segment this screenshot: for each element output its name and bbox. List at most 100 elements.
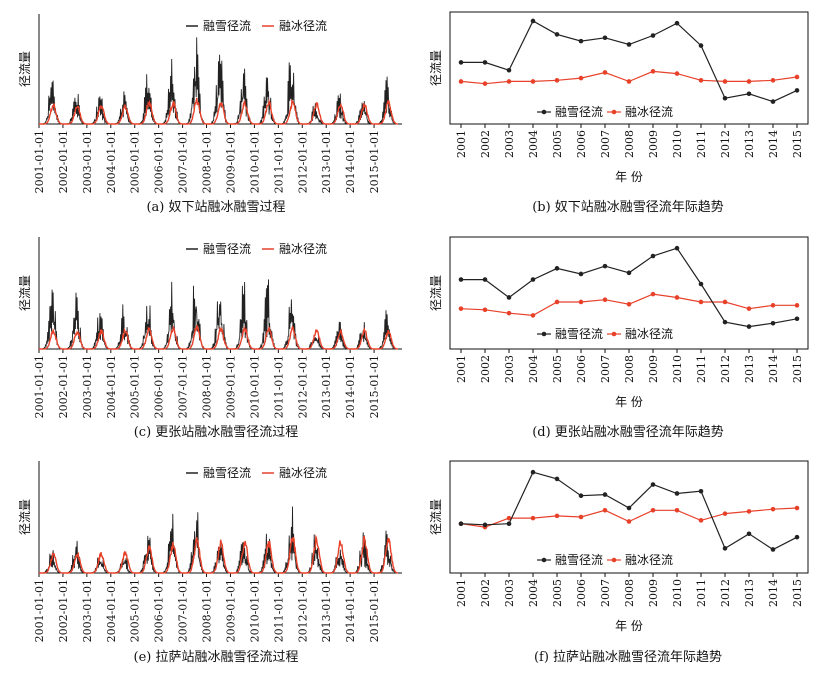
snowmelt-point <box>794 316 800 322</box>
x-tick-label: 2013 <box>743 130 756 158</box>
snowmelt-point <box>722 95 728 101</box>
icemelt-point <box>554 513 560 519</box>
icemelt-point <box>554 299 560 305</box>
x-tick-label: 2015 <box>791 579 804 607</box>
legend-snow-marker <box>541 331 547 337</box>
icemelt-point <box>482 307 488 313</box>
x-tick-label: 2006-01-01 <box>153 579 166 642</box>
x-tick-label: 2002 <box>479 579 492 607</box>
x-tick-label: 2009-01-01 <box>224 355 237 418</box>
icemelt-point <box>506 310 512 316</box>
snowmelt-point <box>770 99 776 104</box>
snowmelt-point <box>698 488 704 494</box>
icemelt-point <box>602 70 608 75</box>
caption-d: (d) 更张站融冰融雪径流年际趋势 <box>532 424 724 440</box>
x-tick-label: 2015-01-01 <box>368 355 381 418</box>
snowmelt-point <box>722 319 728 325</box>
x-tick-label: 2011-01-01 <box>272 355 285 418</box>
snowmelt-point <box>530 469 536 475</box>
x-tick-label: 2004-01-01 <box>105 355 118 418</box>
icemelt-point <box>770 303 776 308</box>
snowmelt-point <box>650 482 656 487</box>
x-tick-label: 2006 <box>575 130 588 158</box>
x-tick-label: 2014-01-01 <box>344 355 357 418</box>
x-tick-label: 2007-01-01 <box>177 355 190 418</box>
x-tick-label: 2001-01-01 <box>33 579 46 642</box>
process-panel-a: 径流量 2001-01-01 2002-01-01 2003-01-01 2004-01… <box>18 14 402 193</box>
snowmelt-line <box>461 247 798 328</box>
x-axis-label: 年 份 <box>615 619 643 633</box>
caption-f: (f) 拉萨站融冰融雪径流年际趋势 <box>534 649 722 665</box>
snowmelt-point <box>674 20 680 26</box>
snowmelt-point <box>650 253 656 259</box>
snowmelt-point <box>530 18 536 24</box>
y-axis-label: 径流量 <box>429 499 443 535</box>
x-tick-label: 2010-01-01 <box>248 579 261 642</box>
icemelt-point <box>698 78 704 83</box>
x-tick-label: 2009-01-01 <box>224 579 237 642</box>
icemelt-point <box>530 313 536 318</box>
x-tick-label: 2008-01-01 <box>201 579 214 642</box>
legend-ice-label: 融冰径流 <box>625 327 673 341</box>
snowmelt-point <box>746 91 752 97</box>
x-tick-label: 2009 <box>647 130 660 158</box>
icemelt-point <box>578 75 584 81</box>
icemelt-point <box>722 511 728 516</box>
x-tick-label: 2005-01-01 <box>129 130 142 193</box>
icemelt-point <box>650 507 656 513</box>
snowmelt-point <box>698 281 704 287</box>
x-tick-label: 2001 <box>455 130 468 158</box>
snowmelt-point <box>482 277 488 282</box>
snowmelt-point <box>458 277 464 282</box>
x-tick-label: 2007-01-01 <box>177 130 190 193</box>
icemelt-point <box>746 509 752 514</box>
x-tick-label: 2006-01-01 <box>153 130 166 193</box>
caption-e: (e) 拉萨站融冰融雪径流过程 <box>134 650 299 665</box>
x-tick-label: 2008 <box>623 579 636 607</box>
snowmelt-point <box>746 531 752 537</box>
snowmelt-line <box>460 471 798 551</box>
x-tick-label: 2012-01-01 <box>296 355 309 418</box>
snowmelt-point <box>602 263 608 269</box>
icemelt-point <box>530 515 536 521</box>
legend-ice-label: 融冰径流 <box>279 466 327 480</box>
icemelt-point <box>602 507 608 513</box>
legend-snow-marker <box>541 109 547 115</box>
x-tick-label: 2003 <box>503 579 516 607</box>
snowmelt-point <box>506 521 512 527</box>
x-tick-label: 2002-01-01 <box>57 130 70 193</box>
icemelt-point <box>554 78 560 83</box>
x-tick-label: 2008 <box>623 355 636 383</box>
snowmelt-point <box>794 88 800 93</box>
icemelt-point <box>506 515 512 521</box>
snowmelt-point <box>722 546 728 551</box>
icemelt-point <box>794 505 800 511</box>
x-tick-label: 2006 <box>575 355 588 383</box>
snowmelt-point <box>506 295 512 300</box>
icemelt-point <box>698 518 704 523</box>
legend-snow-label: 融雪径流 <box>203 466 251 480</box>
x-tick-label: 2003-01-01 <box>81 130 94 193</box>
x-tick-label: 2008-01-01 <box>201 130 214 193</box>
icemelt-point <box>794 74 800 80</box>
snowmelt-point <box>674 245 680 251</box>
icemelt-point <box>578 514 584 520</box>
x-axis-label: 年 份 <box>615 170 643 184</box>
x-tick-label: 2013 <box>743 579 756 607</box>
icemelt-point <box>626 519 632 524</box>
snowmelt-point <box>554 266 560 271</box>
x-tick-label: 2005 <box>551 355 564 383</box>
x-tick-label: 2014 <box>767 355 780 383</box>
x-tick-label: 2011 <box>695 579 708 607</box>
snowmelt-point <box>578 38 584 44</box>
x-tick-label: 2012 <box>719 579 732 607</box>
x-tick-label: 2014-01-01 <box>344 130 357 193</box>
x-tick-label: 2012-01-01 <box>296 579 309 642</box>
snowmelt-point <box>458 60 464 65</box>
y-axis-label: 径流量 <box>18 275 32 311</box>
x-tick-label: 2005-01-01 <box>129 355 142 418</box>
x-tick-label: 2014 <box>767 579 780 607</box>
x-tick-label: 2014 <box>767 130 780 158</box>
x-tick-label: 2001-01-01 <box>33 130 46 193</box>
